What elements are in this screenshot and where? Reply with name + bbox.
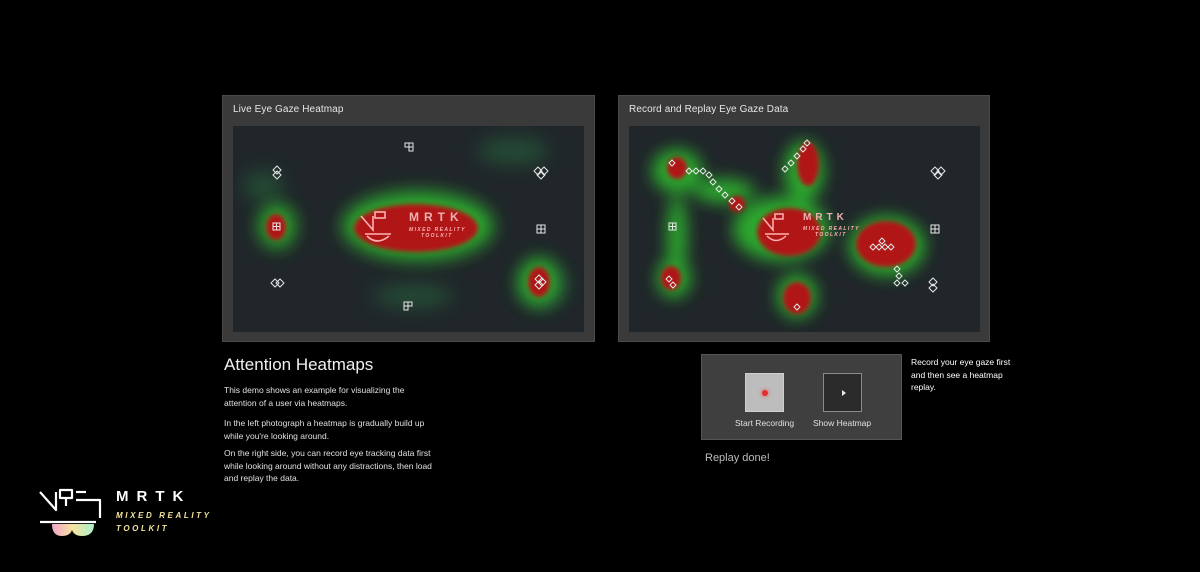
replay-controls: Start Recording Show Heatmap: [701, 354, 902, 440]
live-overlay-line1: MIXED REALITY: [409, 227, 466, 233]
replay-heatmap-canvas[interactable]: MRTK MIXED REALITY TOOLKIT: [629, 126, 980, 332]
live-heatmap-panel: Live Eye Gaze Heatmap: [222, 95, 595, 342]
brand-word: MRTK: [116, 488, 192, 505]
replay-overlay-logo-icon: [762, 213, 789, 242]
live-heatmap-canvas[interactable]: MRTK MIXED REALITY TOOLKIT: [233, 126, 584, 332]
replay-overlay-line1: MIXED REALITY: [803, 226, 860, 232]
replay-overlay-line2: TOOLKIT: [815, 232, 847, 238]
brand-line2: TOOLKIT: [116, 524, 170, 533]
replay-status: Replay done!: [705, 452, 770, 464]
start-recording-label: Start Recording: [735, 418, 795, 428]
overlay-logo-icon: [360, 211, 391, 242]
description-paragraph-2: In the left photograph a heatmap is grad…: [224, 418, 425, 441]
replay-heatmap-graphic: [652, 139, 946, 318]
live-overlay-word: MRTK: [409, 210, 464, 224]
show-heatmap-label: Show Heatmap: [813, 418, 872, 428]
mrtk-brand: MRTK MIXED REALITY TOOLKIT: [38, 488, 218, 538]
replay-overlay-word: MRTK: [803, 212, 848, 223]
live-heatmap-title: Live Eye Gaze Heatmap: [233, 104, 344, 115]
description-paragraph-1: This demo shows an example for visualizi…: [224, 385, 405, 408]
mrtk-logo-icon: [39, 488, 102, 536]
description-heading: Attention Heatmaps: [224, 355, 374, 374]
replay-heatmap-panel: Record and Replay Eye Gaze Data: [618, 95, 990, 342]
live-heatmap-graphic: [243, 137, 568, 311]
show-heatmap-button[interactable]: [823, 373, 862, 412]
brand-line1: MIXED REALITY: [116, 511, 212, 520]
description-paragraph-3: On the right side, you can record eye tr…: [224, 448, 432, 483]
start-recording-button[interactable]: [745, 373, 784, 412]
live-overlay-line2: TOOLKIT: [421, 233, 453, 239]
play-icon: [842, 390, 846, 396]
record-instructions: Record your eye gaze first and then see …: [911, 357, 1011, 392]
replay-overlay-logo: MRTK MIXED REALITY TOOLKIT: [803, 212, 860, 238]
replay-heatmap-title: Record and Replay Eye Gaze Data: [629, 104, 789, 115]
live-overlay-logo: MRTK MIXED REALITY TOOLKIT: [409, 210, 466, 239]
record-dot-icon: [762, 390, 768, 396]
